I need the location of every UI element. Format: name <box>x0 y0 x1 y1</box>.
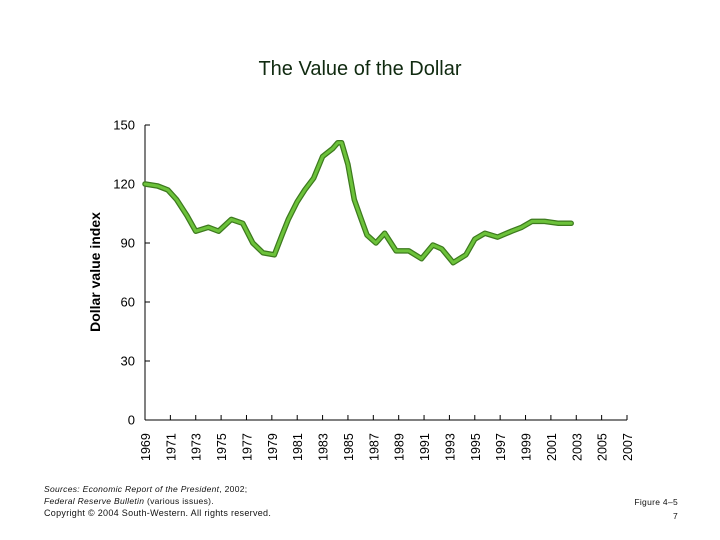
data-point <box>383 231 386 235</box>
x-tick-label: 1969 <box>139 433 153 461</box>
y-tick-label: 90 <box>121 236 135 251</box>
data-point <box>185 214 189 217</box>
x-tick-label: 1979 <box>266 433 280 461</box>
data-point <box>346 163 350 166</box>
x-tick-label: 1991 <box>418 433 432 461</box>
x-tick-label: 1997 <box>494 433 508 461</box>
y-tick-label: 120 <box>113 177 135 192</box>
sources-lead: Sources: <box>44 484 83 494</box>
x-tick-label: 2007 <box>621 433 635 461</box>
sources-report: Economic Report of the President <box>82 484 220 494</box>
data-point <box>431 243 435 247</box>
sources-issues: (various issues). <box>144 496 214 506</box>
copyright-text: Copyright © 2004 South-Western. All righ… <box>44 508 272 518</box>
data-point <box>520 226 523 229</box>
series-line-outline <box>142 139 574 266</box>
data-point <box>143 182 147 186</box>
sources-year: , 2002; <box>219 484 248 494</box>
data-point <box>374 241 378 245</box>
data-point <box>336 141 339 144</box>
chart-title: The Value of the Dollar <box>258 58 462 80</box>
data-point <box>359 216 362 219</box>
data-point <box>321 155 324 158</box>
data-point <box>251 241 255 245</box>
y-axis-title: Dollar value index <box>87 212 103 332</box>
data-point <box>241 222 244 225</box>
data-point <box>464 253 468 256</box>
data-point <box>280 233 284 237</box>
data-point <box>303 188 307 192</box>
x-tick-label: 1973 <box>190 433 204 461</box>
data-point <box>296 200 299 203</box>
data-point <box>273 253 276 256</box>
data-point <box>440 247 444 251</box>
data-point <box>557 222 560 225</box>
x-tick-label: 2005 <box>596 433 610 461</box>
x-tick-label: 2001 <box>545 433 559 461</box>
data-point <box>365 233 369 237</box>
sources-line-2: Federal Reserve Bulletin (various issues… <box>44 495 247 507</box>
figure-label: Figure 4–5 <box>634 497 678 507</box>
data-point <box>156 184 159 188</box>
data-point <box>452 261 455 264</box>
x-tick-label: 1975 <box>215 433 229 461</box>
data-point <box>473 237 476 241</box>
page-number: 7 <box>672 511 678 521</box>
y-tick-label: 0 <box>128 413 135 428</box>
data-point <box>483 231 487 235</box>
data-point <box>194 230 197 233</box>
data-point <box>287 218 290 221</box>
x-tick-label: 1993 <box>443 433 457 461</box>
data-point <box>407 249 411 253</box>
figure-reference: Figure 4–5 7 <box>634 495 678 523</box>
x-tick-label: 1989 <box>393 433 407 461</box>
sources-note: Sources: Economic Report of the Presiden… <box>44 483 247 507</box>
x-tick-label: 1983 <box>317 433 331 461</box>
data-point <box>175 198 178 201</box>
x-tick-label: 1977 <box>240 433 254 461</box>
data-point <box>530 220 534 223</box>
data-point <box>496 235 499 239</box>
data-point <box>230 218 233 221</box>
x-tick-label: 2003 <box>570 433 584 461</box>
x-tick-label: 1981 <box>291 433 305 461</box>
data-point <box>353 198 356 201</box>
y-tick-label: 150 <box>113 118 135 133</box>
y-tick-label: 30 <box>121 354 135 369</box>
y-tick-label: 60 <box>121 295 135 310</box>
x-tick-label: 1985 <box>342 433 356 461</box>
series-line <box>143 141 573 265</box>
x-tick-label: 1971 <box>164 433 178 461</box>
x-tick-label: 1987 <box>367 433 381 461</box>
sources-bulletin: Federal Reserve Bulletin <box>44 496 145 506</box>
data-point <box>420 257 423 260</box>
x-tick-label: 1999 <box>520 433 534 461</box>
data-point <box>510 230 513 233</box>
data-point <box>207 226 210 229</box>
sources-line-1: Sources: Economic Report of the Presiden… <box>44 483 247 495</box>
data-point <box>543 220 546 223</box>
data-point <box>217 230 220 233</box>
data-point <box>394 249 398 253</box>
data-point <box>331 147 334 150</box>
data-point <box>261 251 265 255</box>
data-point <box>312 176 315 180</box>
data-point <box>166 188 170 192</box>
x-tick-label: 1995 <box>469 433 483 461</box>
data-point <box>569 222 573 225</box>
data-point <box>340 141 343 144</box>
